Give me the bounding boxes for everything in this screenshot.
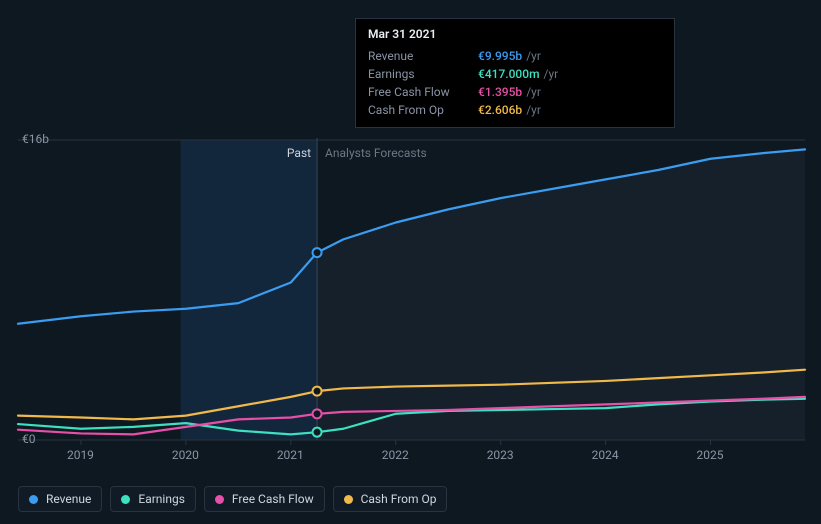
tooltip-row-value: €417.000m [478,67,540,81]
y-axis-min-label: €0 [22,432,36,446]
marker-fcf [313,409,322,418]
tooltip-row-label: Free Cash Flow [368,85,478,99]
legend-item-label: Revenue [46,492,91,506]
legend-item-earnings[interactable]: Earnings [110,486,196,512]
past-label: Past [287,146,311,160]
legend-item-revenue[interactable]: Revenue [18,486,102,512]
tooltip-row: Revenue€9.995b/yr [368,47,662,65]
financials-chart: €16b €0 Past Analysts Forecasts 2019 2020… [0,0,821,524]
x-tick-label: 2025 [697,448,724,462]
tooltip-row: Cash From Op€2.606b/yr [368,101,662,119]
legend-item-label: Free Cash Flow [232,492,314,506]
tooltip-row-unit: /yr [526,49,541,63]
legend-item-label: Cash From Op [361,492,437,506]
x-tick-label: 2019 [67,448,94,462]
x-tick-label: 2020 [172,448,199,462]
tooltip-row-unit: /yr [526,85,541,99]
tooltip-row-unit: /yr [526,103,541,117]
tooltip-row-value: €1.395b [478,85,522,99]
legend-swatch-icon [344,495,353,504]
x-tick-label: 2022 [382,448,409,462]
x-tick-label: 2024 [592,448,619,462]
tooltip-row: Free Cash Flow€1.395b/yr [368,83,662,101]
marker-earnings [313,428,322,437]
tooltip-row: Earnings€417.000m/yr [368,65,662,83]
hover-tooltip: Mar 31 2021 Revenue€9.995b/yrEarnings€41… [355,18,675,128]
forecast-label: Analysts Forecasts [325,146,427,160]
tooltip-row-value: €2.606b [478,103,522,117]
tooltip-row-label: Earnings [368,67,478,81]
tooltip-row-value: €9.995b [478,49,522,63]
legend-swatch-icon [121,495,130,504]
tooltip-row-label: Cash From Op [368,103,478,117]
tooltip-date: Mar 31 2021 [368,27,662,41]
legend-item-cfo[interactable]: Cash From Op [333,486,448,512]
marker-revenue [313,248,322,257]
x-tick-label: 2021 [277,448,304,462]
y-axis-max-label: €16b [22,132,49,146]
legend-item-fcf[interactable]: Free Cash Flow [204,486,325,512]
tooltip-row-label: Revenue [368,49,478,63]
x-tick-label: 2023 [487,448,514,462]
forecast-area [317,149,805,440]
tooltip-row-unit: /yr [544,67,559,81]
chart-legend: Revenue Earnings Free Cash Flow Cash From O… [18,486,447,512]
marker-cfo [313,387,322,396]
legend-swatch-icon [215,495,224,504]
legend-swatch-icon [29,495,38,504]
legend-item-label: Earnings [138,492,185,506]
